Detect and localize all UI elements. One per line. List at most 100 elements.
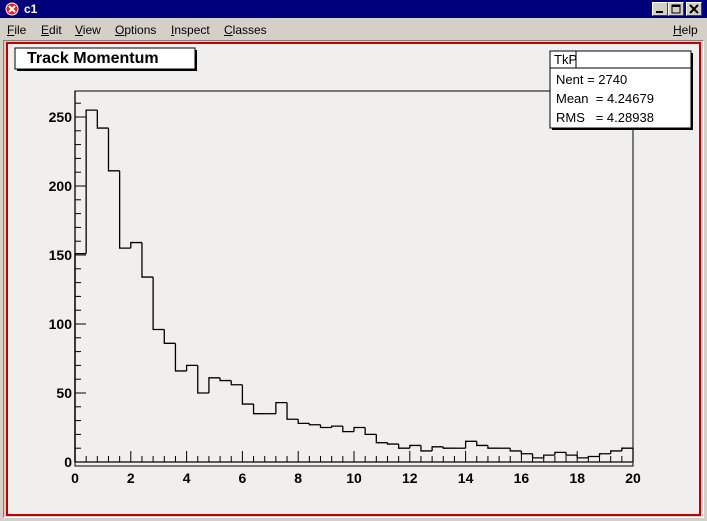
histogram-bin (252, 404, 265, 415)
chart-title: Track Momentum (27, 50, 159, 67)
histogram-bin (353, 426, 366, 432)
x-tick-label: 0 (71, 470, 79, 486)
menu-file-mnemonic: F (7, 23, 15, 37)
menu-file[interactable]: File (7, 23, 26, 37)
histogram-bin (342, 426, 354, 433)
menu-options-mnemonic: O (115, 23, 125, 37)
menu-file-label: ile (14, 23, 27, 37)
histogram-bin (152, 277, 165, 331)
histogram-bin (610, 450, 622, 454)
histogram-bin (96, 110, 109, 129)
x-tick-label: 8 (294, 470, 302, 486)
histogram-bin (185, 364, 198, 371)
histogram-bin (286, 402, 299, 420)
histogram-bin (397, 444, 410, 449)
stats-name: TkP (554, 52, 577, 67)
histogram-bin (219, 377, 232, 382)
title-bar[interactable]: c1 (0, 0, 707, 18)
close-icon (689, 4, 699, 14)
histogram-bin (141, 242, 154, 278)
x-tick-label: 14 (458, 470, 474, 486)
menu-classes-label: lasses (232, 23, 267, 37)
menu-help[interactable]: Help (673, 23, 698, 37)
y-tick-label: 200 (49, 178, 73, 194)
x-tick-label: 4 (183, 470, 191, 486)
histogram-bin (442, 446, 455, 449)
maximize-button[interactable] (668, 2, 684, 16)
menu-edit-label: dit (49, 23, 62, 37)
menu-options[interactable]: Options (115, 23, 156, 37)
histogram-bin (409, 444, 421, 449)
histogram-bin (598, 453, 611, 457)
menu-help-label: elp (681, 23, 698, 37)
histogram-bin (487, 445, 500, 449)
minimize-icon (656, 11, 663, 13)
y-tick-label: 0 (64, 454, 72, 470)
histogram-bin (208, 377, 221, 393)
chart-title-box[interactable]: Track Momentum (14, 47, 197, 71)
y-tick-label: 250 (49, 109, 73, 125)
stats-box[interactable]: TkP Nent = 2740 Mean = 4.24679 RMS = 4.2… (549, 50, 693, 130)
x-tick-label: 10 (346, 470, 362, 486)
window-title: c1 (24, 2, 38, 16)
histogram-bin (85, 109, 98, 254)
x-tick-label: 20 (625, 470, 641, 486)
histogram-bin (554, 451, 567, 456)
histogram-bin (476, 441, 488, 447)
x-tick-label: 18 (569, 470, 585, 486)
histogram-bin (275, 402, 288, 414)
histogram-bin (375, 434, 388, 444)
histogram-bin (308, 423, 321, 426)
menu-classes-mnemonic: C (224, 23, 233, 37)
menu-options-label: ptions (124, 23, 157, 37)
menu-classes[interactable]: Classes (224, 23, 267, 37)
histogram-bin (197, 365, 209, 394)
y-tick-label: 100 (49, 316, 73, 332)
stats-entries: Nent = 2740 (556, 72, 627, 87)
histogram-bin (163, 329, 176, 344)
x-tick-label: 2 (127, 470, 135, 486)
menu-inspect-label: nspect (174, 23, 210, 37)
menu-bar: File Edit View Options Inspect Classes H… (0, 19, 707, 40)
histogram-bin (230, 380, 243, 386)
histogram-bin (174, 343, 187, 372)
close-button[interactable] (686, 2, 702, 16)
x-tick-label: 16 (514, 470, 530, 486)
canvas-area: Track Momentum 0 2 4 6 8 10 12 14 16 18 20 0 50 100 15… (3, 40, 704, 518)
histogram-bin (464, 440, 477, 449)
histogram-bin (420, 445, 433, 452)
root-logo-icon (5, 2, 19, 16)
menu-inspect[interactable]: Inspect (171, 23, 210, 37)
histogram-canvas[interactable]: Track Momentum 0 2 4 6 8 10 12 14 16 18 2005010015… (4, 41, 703, 517)
minimize-button[interactable] (652, 2, 668, 16)
histogram-bin (331, 425, 343, 428)
stats-mean: Mean = 4.24679 (556, 91, 654, 106)
x-tick-label: 6 (239, 470, 247, 486)
y-tick-label: 50 (56, 385, 72, 401)
histogram-bin (319, 424, 332, 429)
histogram-bin (130, 241, 142, 249)
menu-view-mnemonic: V (75, 23, 83, 37)
menu-inspect-mnemonic: I (171, 23, 175, 37)
histogram-bin (241, 384, 254, 405)
maximize-icon (671, 4, 681, 14)
menu-view-label: iew (82, 23, 101, 37)
histogram-bin (509, 448, 522, 452)
menu-edit[interactable]: Edit (41, 23, 62, 37)
menu-edit-mnemonic: E (41, 23, 50, 37)
histogram-bin (386, 442, 399, 445)
histogram-bin (118, 170, 131, 249)
histogram-bin (565, 452, 578, 456)
histogram-bin (621, 447, 633, 451)
histogram-bin (364, 427, 377, 436)
y-tick-label: 150 (49, 247, 73, 263)
histogram-bin (431, 446, 444, 451)
menu-help-mnemonic: H (673, 23, 682, 37)
menu-view[interactable]: View (75, 23, 101, 37)
stats-rms: RMS = 4.28938 (556, 110, 654, 125)
histogram-bin (297, 419, 310, 425)
histogram-bin (107, 128, 120, 172)
x-tick-label: 12 (402, 470, 418, 486)
